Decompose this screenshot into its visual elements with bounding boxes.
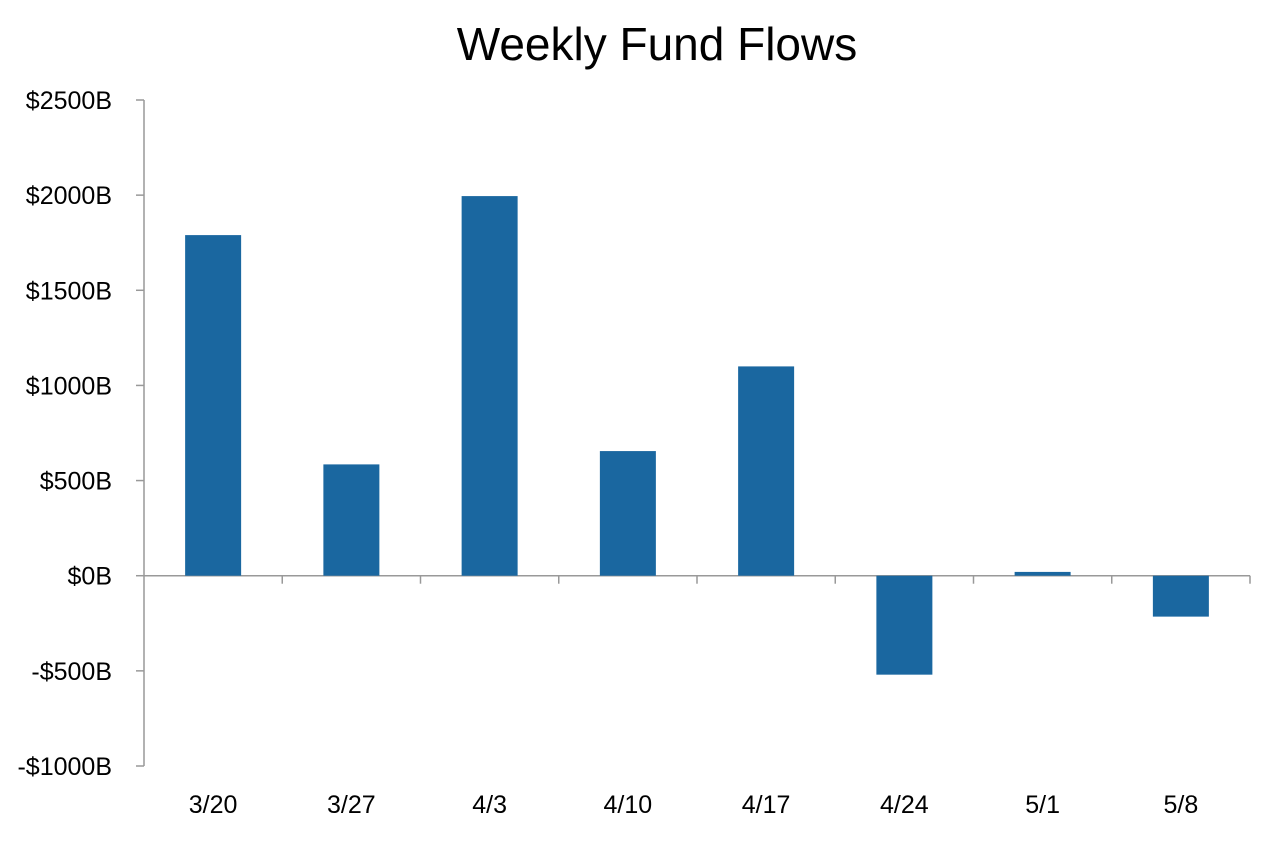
bar <box>461 196 518 576</box>
x-tick-label: 5/1 <box>1025 791 1060 819</box>
bar <box>599 451 656 576</box>
y-tick-label: -$500B <box>31 658 112 686</box>
bar <box>323 464 380 576</box>
bar <box>185 235 242 576</box>
bar <box>1014 571 1071 576</box>
x-tick-label: 4/3 <box>472 791 507 819</box>
y-tick-label: -$1000B <box>17 753 112 781</box>
x-axis <box>144 574 1251 584</box>
y-axis: $2500B $2000B $1500B $1000B $500B $0B -$500B -$… <box>17 87 145 781</box>
y-tick-label: $2500B <box>26 87 112 115</box>
y-tick-label: $0B <box>68 563 112 591</box>
bar-series <box>185 196 1209 675</box>
x-tick-label: 4/24 <box>880 791 929 819</box>
y-tick-label: $1500B <box>26 277 112 305</box>
y-tick-label: $500B <box>40 468 112 496</box>
x-tick-label: 3/20 <box>189 791 238 819</box>
x-tick-label: 4/10 <box>604 791 653 819</box>
chart-title: Weekly Fund Flows <box>457 18 858 70</box>
x-tick-labels: 3/20 3/27 4/3 4/10 4/17 4/24 5/1 5/8 <box>189 791 1198 819</box>
bar <box>876 575 933 675</box>
x-tick-label: 4/17 <box>742 791 791 819</box>
bar <box>1152 575 1209 617</box>
bar <box>738 366 795 576</box>
x-tick-label: 5/8 <box>1163 791 1198 819</box>
x-tick-label: 3/27 <box>327 791 376 819</box>
y-tick-label: $2000B <box>26 182 112 210</box>
y-tick-label: $1000B <box>26 372 112 400</box>
